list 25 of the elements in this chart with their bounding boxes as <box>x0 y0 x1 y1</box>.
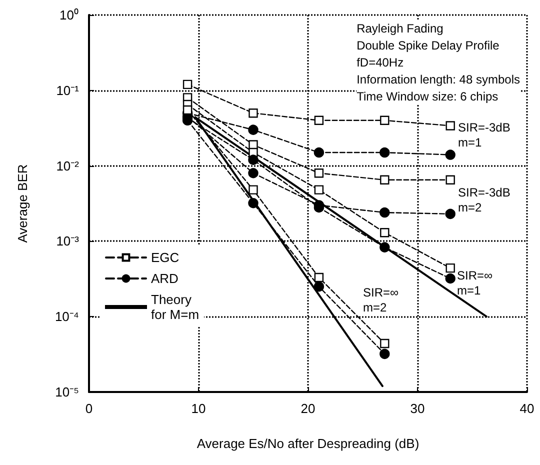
annotation: SIR=-3dB m=2 <box>458 186 510 214</box>
annotation: SIR=∞ m=1 <box>457 268 494 298</box>
x-tick-label: 10 <box>191 401 206 416</box>
annotation: Rayleigh Fading <box>356 22 444 36</box>
y-tick-label: 10⁻³ <box>56 234 80 249</box>
annotation: fD=40Hz <box>356 56 404 70</box>
y-tick-label: 10⁻⁵ <box>55 384 79 400</box>
y-tick-label: 10⁻⁴ <box>54 309 79 324</box>
y-axis-title: Average BER <box>15 164 30 243</box>
annotation: SIR=∞ m=2 <box>363 286 400 314</box>
annotation: Information length: 48 symbols <box>356 72 520 86</box>
y-tick-label: 10⁻² <box>56 158 80 174</box>
annotation: Double Spike Delay Profile <box>356 38 500 52</box>
annotation: SIR=-3dB m=1 <box>458 120 510 150</box>
y-tick-label: 10⁰ <box>60 8 79 22</box>
x-tick-label: 30 <box>410 401 425 416</box>
legend-label: ARD <box>151 271 178 286</box>
legend-label: EGC <box>151 250 180 265</box>
x-tick-label: 0 <box>85 401 93 416</box>
y-tick-label: 10⁻¹ <box>56 82 80 98</box>
annotation: Time Window size: 6 chips <box>356 90 498 104</box>
x-tick-label: 40 <box>520 401 534 416</box>
x-tick-label: 20 <box>300 401 316 416</box>
x-axis-title: Average Es/No after Despreading (dB) <box>196 436 420 451</box>
legend-label: Theory for M=m <box>151 292 200 322</box>
